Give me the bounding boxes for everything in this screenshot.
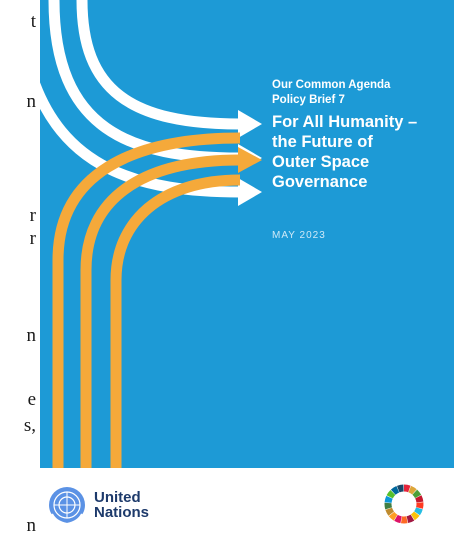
sdg-wheel-segment bbox=[384, 495, 393, 503]
text-fragment: e bbox=[27, 389, 36, 410]
text-fragment: r bbox=[29, 205, 36, 226]
un-emblem-icon bbox=[49, 487, 85, 526]
text-fragment: r bbox=[29, 228, 36, 249]
text-fragment: t bbox=[30, 11, 36, 32]
text-fragment: s, bbox=[23, 415, 36, 436]
series-line: Our Common Agenda bbox=[272, 79, 391, 91]
text-fragment: n bbox=[26, 325, 37, 346]
sdg-wheel-segment bbox=[385, 507, 395, 516]
series-line: Policy Brief 7 bbox=[272, 94, 345, 106]
text-fragment: n bbox=[26, 91, 37, 112]
cover-title: For All Humanity – the Future of Outer S… bbox=[272, 112, 450, 192]
arrowhead-icon bbox=[238, 147, 262, 173]
title-line: For All Humanity – bbox=[272, 113, 418, 131]
sdg-wheel-segment bbox=[396, 484, 404, 493]
sdg-wheel-segment bbox=[415, 495, 424, 503]
sdg-wheel-segment bbox=[410, 511, 420, 521]
cover-text: Our Common Agenda Policy Brief 7 For All… bbox=[272, 78, 450, 241]
orange-arrow-line bbox=[80, 154, 241, 468]
orange-arrow-line bbox=[110, 174, 241, 468]
united-nations-logo: United Nations bbox=[46, 480, 176, 530]
white-arrow-line bbox=[76, 0, 241, 130]
publication-date: MAY 2023 bbox=[272, 230, 326, 241]
series-label: Our Common Agenda Policy Brief 7 bbox=[272, 78, 450, 108]
sdg-wheel-icon bbox=[384, 484, 424, 524]
sdg-wheel-segment bbox=[388, 511, 398, 521]
orange-arrow-line bbox=[52, 132, 241, 468]
title-line: Governance bbox=[272, 173, 368, 191]
sdg-wheel-segment bbox=[390, 486, 400, 495]
white-arrow-line bbox=[48, 0, 241, 164]
sdg-wheel-segment bbox=[384, 502, 393, 510]
un-wordmark-line: Nations bbox=[94, 504, 150, 521]
arrowhead-icon bbox=[238, 110, 262, 138]
sdg-wheel-segment bbox=[414, 507, 423, 516]
sdg-wheel-segment bbox=[406, 514, 415, 524]
sdg-wheel-segment bbox=[412, 489, 422, 499]
underlying-page-text: t n r r n e s, n bbox=[0, 0, 40, 537]
cover-artwork: Our Common Agenda Policy Brief 7 For All… bbox=[40, 0, 454, 468]
sdg-wheel-segment bbox=[386, 489, 396, 499]
sdg-wheel-segment bbox=[408, 485, 417, 495]
title-line: Outer Space bbox=[272, 153, 370, 171]
un-wordmark-line: United bbox=[94, 489, 141, 506]
un-wordmark: United Nations bbox=[94, 490, 149, 520]
policy-brief-cover: Our Common Agenda Policy Brief 7 For All… bbox=[40, 0, 454, 537]
title-line: the Future of bbox=[272, 133, 373, 151]
text-fragment: n bbox=[26, 515, 37, 536]
arrow-graphic bbox=[40, 0, 262, 468]
sdg-wheel-segment bbox=[403, 484, 411, 493]
sdg-wheel-segment bbox=[394, 514, 402, 524]
arrowhead-icon bbox=[238, 178, 262, 206]
